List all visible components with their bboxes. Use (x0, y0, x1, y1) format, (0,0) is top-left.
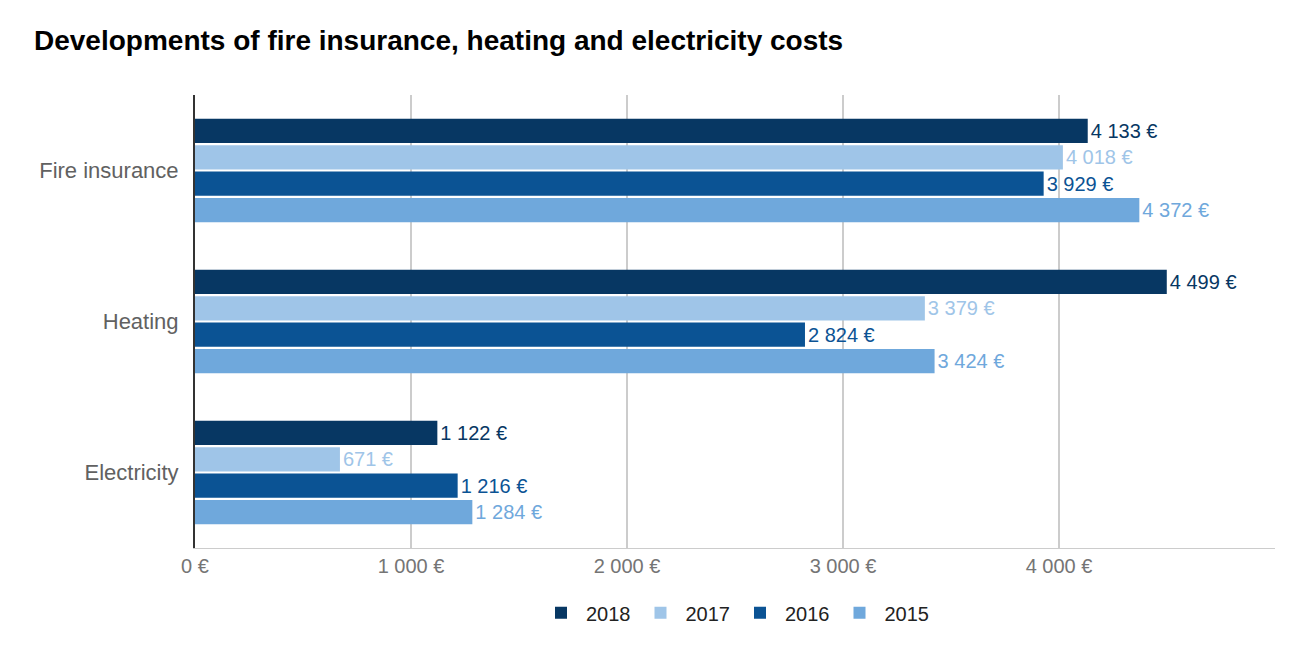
svg-text:3 000 €: 3 000 € (810, 555, 877, 577)
svg-text:Developments of fire insurance: Developments of fire insurance, heating … (34, 25, 843, 56)
svg-text:671 €: 671 € (343, 448, 393, 470)
svg-text:1 122 €: 1 122 € (440, 422, 507, 444)
svg-text:2 000 €: 2 000 € (594, 555, 661, 577)
svg-text:1 000 €: 1 000 € (378, 555, 445, 577)
svg-text:1 284 €: 1 284 € (475, 501, 542, 523)
svg-text:Heating: Heating (103, 309, 179, 334)
svg-text:0 €: 0 € (181, 555, 209, 577)
svg-text:1 216 €: 1 216 € (461, 475, 528, 497)
svg-text:4 018 €: 4 018 € (1066, 146, 1133, 168)
svg-text:Electricity: Electricity (84, 460, 178, 485)
svg-text:4 133 €: 4 133 € (1091, 120, 1158, 142)
svg-text:2016: 2016 (785, 603, 830, 625)
svg-text:2 824 €: 2 824 € (808, 324, 875, 346)
svg-text:2015: 2015 (885, 603, 930, 625)
svg-text:2018: 2018 (586, 603, 631, 625)
svg-text:4 372 €: 4 372 € (1142, 199, 1209, 221)
svg-text:3 929 €: 3 929 € (1047, 173, 1114, 195)
svg-text:3 424 €: 3 424 € (938, 350, 1005, 372)
svg-text:2017: 2017 (686, 603, 731, 625)
svg-text:Fire insurance: Fire insurance (39, 158, 178, 183)
svg-text:4 499 €: 4 499 € (1170, 271, 1237, 293)
svg-text:3 379 €: 3 379 € (928, 297, 995, 319)
svg-text:4 000 €: 4 000 € (1026, 555, 1093, 577)
